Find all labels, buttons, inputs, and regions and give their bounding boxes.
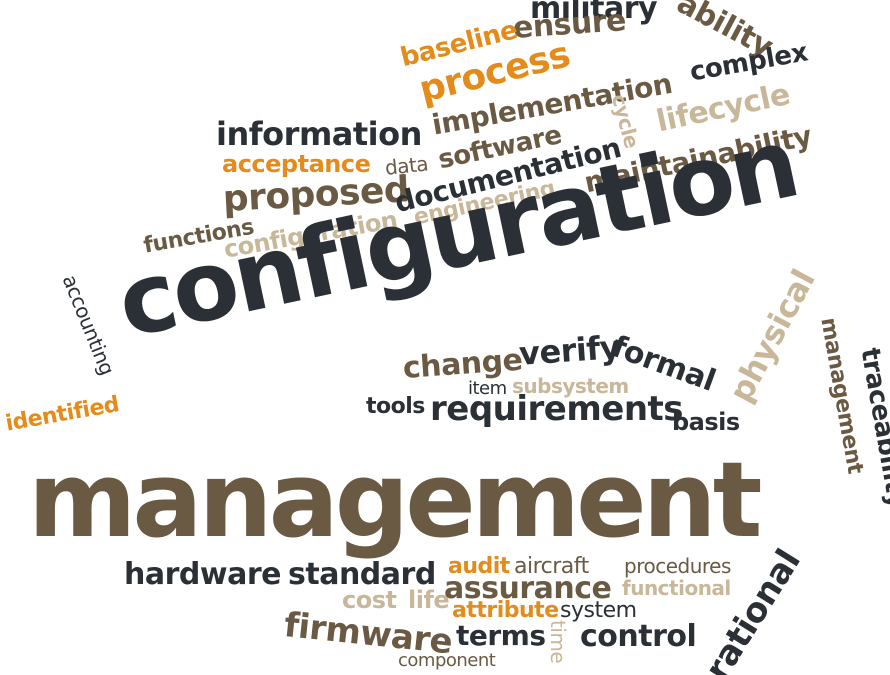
word-standard: standard	[288, 557, 436, 592]
word-tools: tools	[366, 394, 425, 419]
word-complex: complex	[687, 37, 810, 88]
word-requirements: requirements	[430, 389, 684, 429]
word-information: information	[216, 115, 422, 153]
word-verify: verify	[517, 327, 622, 373]
word-system: system	[560, 598, 637, 623]
word-identified: identified	[3, 392, 121, 437]
word-time: time	[546, 620, 570, 664]
word-terms: terms	[456, 619, 546, 652]
word-control: control	[580, 619, 697, 654]
word-physical: physical	[721, 263, 823, 409]
word-attribute: attribute	[452, 598, 559, 623]
word-audit: audit	[448, 554, 510, 579]
word-management-big: management	[28, 439, 762, 561]
word-military: military	[530, 0, 658, 26]
word-hardware: hardware	[124, 557, 281, 592]
word-subsystem: subsystem	[512, 374, 629, 398]
word-assurance: assurance	[444, 571, 612, 606]
word-procedures: procedures	[624, 554, 731, 578]
word-component: component	[398, 650, 496, 671]
word-item: item	[468, 378, 507, 399]
word-life: life	[408, 586, 450, 614]
word-cost: cost	[342, 586, 397, 614]
word-aircraft: aircraft	[514, 554, 589, 579]
word-basis: basis	[672, 408, 740, 436]
word-functional: functional	[622, 576, 731, 600]
word-acceptance: acceptance	[222, 150, 371, 178]
word-ensure: ensure	[511, 3, 628, 46]
word-accounting: accounting	[57, 271, 120, 379]
word-management-side: management	[815, 315, 868, 476]
word-traceability: traceability	[854, 345, 890, 511]
